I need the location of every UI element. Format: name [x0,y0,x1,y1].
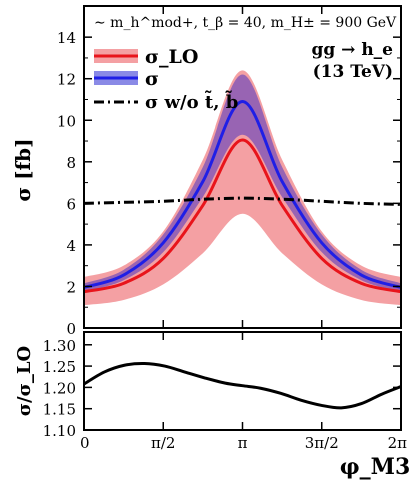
main-y-tick-label: 2 [66,278,76,296]
main-y-tick-label: 0 [66,320,76,338]
uncertainty-bands [84,70,401,306]
ratio-y-tick-label: 1.10 [43,422,76,440]
legend-full-label: σ [145,68,159,90]
legend-no-stop-label: σ w/o t̃, b̃ [145,90,238,113]
ratio-x-tick-label: π [238,434,248,452]
lo-series-line [84,138,401,294]
ratio-y-tick-label: 1.25 [43,358,76,376]
main-y-axis: 0 2 4 6 8 10 12 14 [57,29,401,338]
ratio-series [84,362,401,410]
ratio-y-tick-label: 1.30 [43,337,76,355]
energy-annotation: (13 TeV) [313,62,393,82]
main-y-tick-label: 6 [66,195,76,213]
legend: σ_LO σ σ w/o t̃, b̃ [94,46,238,113]
full-series-line [84,100,401,289]
ratio-series-line [84,362,401,410]
ratio-x-tick-label: 0 [80,434,90,452]
ratio-y-axis-label: σ/σ_LO [14,346,35,416]
main-y-tick-label: 14 [57,29,76,47]
y-axis-label-group: σ [fb] [11,138,35,201]
main-y-tick-label: 8 [66,154,76,172]
scenario-annotation: ∼ m_h^mod+, t_β = 40, m_H± = 900 GeV [94,15,397,31]
ratio-y-axis: 1.10 1.15 1.20 1.25 1.30 [43,337,401,440]
legend-lo-label: σ_LO [145,46,198,68]
series-lines [84,100,401,294]
main-y-tick-label: 10 [57,112,76,130]
main-y-tick-label: 12 [57,71,76,89]
x-axis-label: φ_M3 [340,454,410,480]
ratio-x-tick-label: π/2 [151,434,175,452]
ratio-y-tick-label: 1.15 [43,401,76,419]
main-y-tick-label: 4 [66,237,76,255]
ratio-y-label-group: σ/σ_LO [14,346,35,416]
ratio-x-tick-label: 3π/2 [305,434,339,452]
y-axis-label: σ [fb] [11,138,35,201]
ratio-plot-frame [83,331,402,431]
ratio-x-tick-label: 2π [388,434,408,452]
process-annotation: gg → h_e [311,40,393,60]
no-stop-series-line [84,196,401,206]
full-uncertainty-band [84,74,401,292]
ratio-y-tick-label: 1.20 [43,379,76,397]
main-x-ticks [83,6,402,328]
ratio-x-axis: 0 π/2 π 3π/2 2π [80,332,407,452]
